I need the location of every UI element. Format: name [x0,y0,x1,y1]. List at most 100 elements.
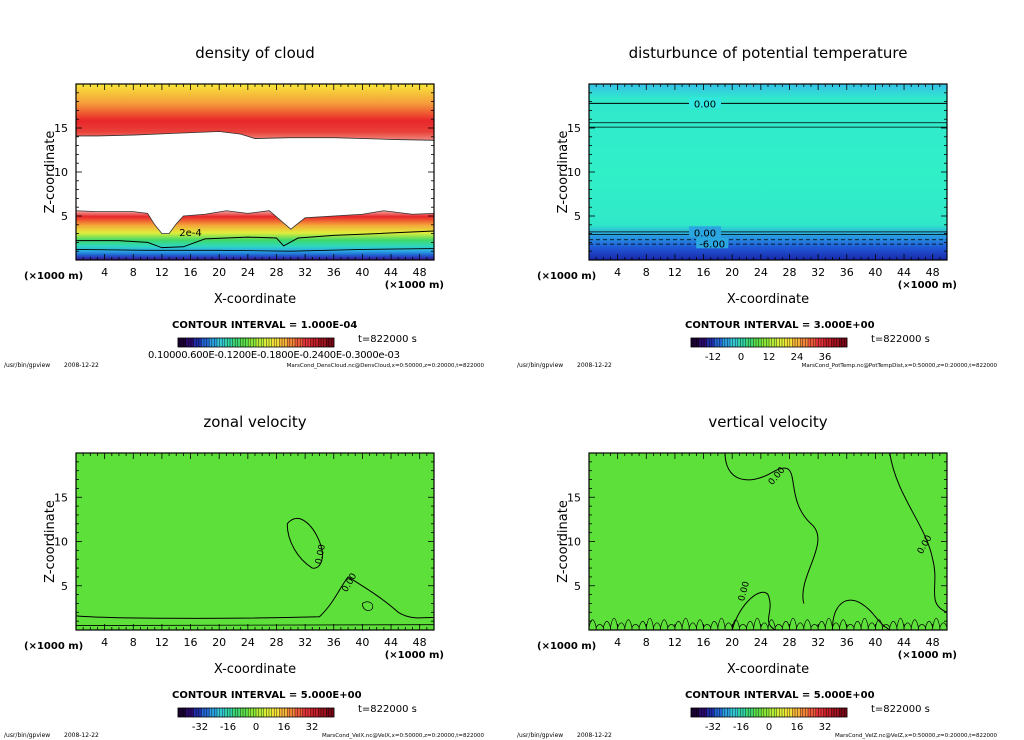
colorbar-cell [219,708,223,717]
colorbar-cell [237,338,241,347]
colorbar-cell [279,708,283,717]
colorbar-cell [748,338,752,347]
colorbar-cell [227,338,231,347]
x-tick-label: 12 [155,636,169,649]
colorbar-cell [185,338,189,347]
colorbar-frame [690,337,848,348]
colorbar-cell [279,338,283,347]
colorbar-cell [198,338,202,347]
colorbar-cell [295,708,298,717]
colorbar-cell [717,708,720,717]
colorbar-cell [274,338,278,347]
footer-path: /usr/bin/gpview [4,362,50,369]
colorbar-cell [206,338,210,347]
colorbar-cell [737,338,741,347]
x-tick-label: 4 [614,266,621,279]
colorbar-cell [743,708,746,717]
colorbar-cell [839,708,843,717]
colorbar-cell [719,338,723,347]
x-tick-label: 40 [868,266,882,279]
footer-date: 2008-12-22 [64,732,99,739]
panel-potential-temperature: 0.000.00-6.004 8 12 16 20 24 28 32 36 40 44 4851015… [517,44,997,369]
colorbar-cell [222,338,226,347]
colorbar-cell [748,708,752,717]
colorbar-cell [722,338,726,347]
x-axis-label: X-coordinate [214,662,296,677]
colorbar-cell [266,338,270,347]
x-tick-label: 48 [413,266,427,279]
colorbar-cell [730,708,733,717]
x-axis-label: X-coordinate [214,292,296,307]
x-tick-label: 24 [241,266,255,279]
contour-line [76,624,434,626]
colorbar-cell [245,338,249,347]
colorbar-cell [753,708,757,717]
colorbar-cell [196,708,200,717]
colorbar-cell [248,338,252,347]
colorbar-cell [274,708,278,717]
x-tick-label: 8 [130,266,137,279]
colorbar-cell [230,338,233,347]
colorbar-cell [724,338,728,347]
colorbar-tick-label: 24 [791,352,804,363]
colorbar-frame [177,337,335,348]
colorbar-cell [709,708,713,717]
colorbar-cell [193,338,197,347]
colorbar-cell [313,338,317,347]
lower-cloud-layer [76,210,434,260]
colorbar-cell [209,708,213,717]
x-tick-label: 36 [327,266,341,279]
colorbar-cell [266,708,270,717]
colorbar-cell [331,338,335,347]
colorbar-cell [235,708,239,717]
colorbar-cell [250,708,254,717]
colorbar-cell [787,338,791,347]
colorbar-cell [815,338,819,347]
x-tick-label: 12 [668,636,682,649]
colorbar-cell [737,708,741,717]
colorbar-cell [180,338,184,347]
colorbar-frame [177,707,335,718]
colorbar-cell [815,708,819,717]
chart-title: zonal velocity [203,413,306,431]
colorbar-cell [250,338,254,347]
y-tick-label: 15 [567,491,581,504]
colorbar-cell [735,708,739,717]
colorbar-cell [300,708,304,717]
x-tick-label: 48 [413,636,427,649]
x-tick-label: 28 [782,636,796,649]
y-tick-label: 10 [54,536,68,549]
footer-source: MarsCond_PotTemp.nc@PotTempDist,x=0:5000… [802,363,998,369]
colorbar-cell [771,338,775,347]
footer-source: MarsCond_VelZ.nc@VelZ,x=0:50000,z=0:2000… [835,733,998,739]
contour-line [724,453,819,604]
colorbar-cell [797,338,801,347]
colorbar-cell [315,708,319,717]
colorbar-cell [323,338,327,347]
colorbar-cell [717,338,720,347]
contour-interval-label: CONTOUR INTERVAL = 3.000E+00 [685,320,875,331]
time-label: t=822000 s [871,334,930,345]
x-tick-label: 48 [926,636,940,649]
colorbar-cell [292,338,296,347]
colorbar-cell [769,708,772,717]
colorbar-tick-label: -32 [705,722,721,733]
colorbar-cell [758,708,762,717]
x-tick-label: 32 [298,266,312,279]
colorbar-cell [789,338,793,347]
colorbar-cell [763,708,767,717]
footer-source: MarsCond_VelX.nc@VelX,x=0:50000,z=0:2000… [322,733,485,739]
footer-path: /usr/bin/gpview [4,732,50,739]
contour-line [889,453,947,613]
colorbar-cell [305,708,309,717]
x-tick-label: 4 [101,636,108,649]
colorbar-cell [828,708,832,717]
colorbar-cell [714,708,718,717]
x-axis-label: X-coordinate [727,292,809,307]
colorbar-cell [253,708,257,717]
colorbar-cell [797,708,801,717]
field-background [589,453,947,630]
colorbar-cell [813,708,817,717]
colorbar-cell [209,338,213,347]
colorbar-cell [295,338,298,347]
